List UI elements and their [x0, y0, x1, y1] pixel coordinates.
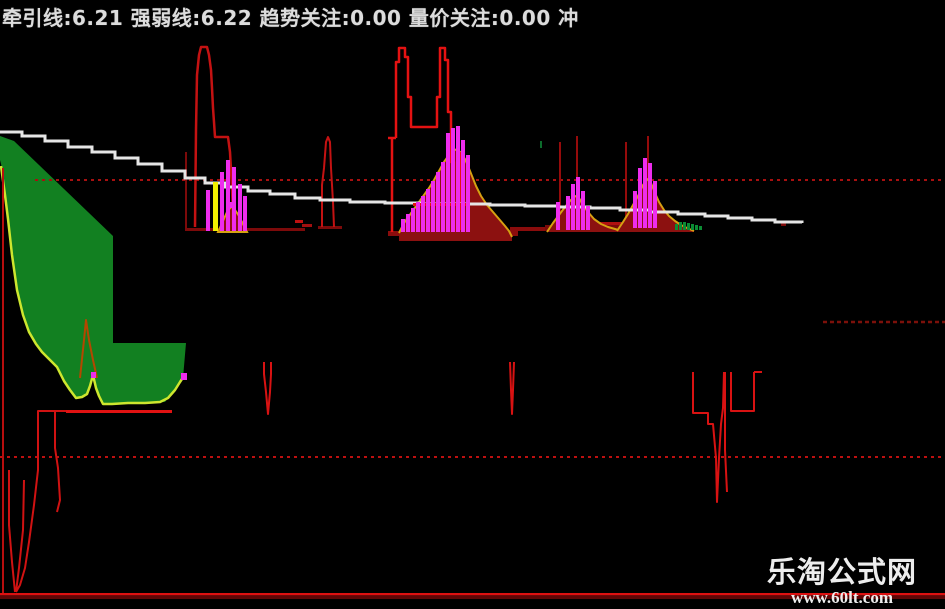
watermark: 乐淘公式网 www.60lt.com: [767, 556, 917, 607]
deep-dip-spur: [54, 411, 61, 513]
bottom-line-dark: [0, 596, 945, 599]
green-base-line: [66, 410, 172, 413]
green-bars-right: [675, 222, 702, 230]
lower-w-dip-center: [724, 372, 728, 493]
lower-w-dip-right: [730, 372, 755, 412]
magenta-bars-cluster4: [633, 158, 657, 228]
magenta-bars-cluster2: [401, 126, 470, 232]
baseline-tick-3: [781, 223, 786, 226]
bottom-line-bright: [0, 593, 945, 596]
magenta-dot-1: [91, 372, 96, 378]
magenta-bars-cluster1: [206, 160, 247, 231]
baseline-bright-inner: [558, 222, 673, 225]
twin-spike-body: [394, 46, 456, 232]
baseline-tick-2: [295, 220, 303, 223]
white-trend-line: [0, 130, 804, 224]
watermark-site-name: 乐淘公式网: [766, 555, 917, 589]
bottom-left-v1: [8, 470, 16, 593]
green-tick: [540, 141, 542, 148]
baseline-tick-1: [302, 224, 312, 227]
indicator-readout: 牵引线:6.21 强弱线:6.22 趋势关注:0.00 量价关注:0.00 冲: [2, 6, 579, 30]
watermark-site-url: www.60lt.com: [791, 588, 893, 607]
magenta-bars-cluster3: [556, 177, 590, 230]
mound-big-fill: [399, 149, 512, 241]
yellow-bar: [213, 182, 218, 231]
inner-orange-spike: [79, 319, 98, 379]
red-spike-mid: [321, 136, 335, 228]
lower-v-dip-2: [509, 361, 515, 415]
magenta-dot-3: [228, 202, 233, 208]
deep-dip-path: [15, 410, 68, 593]
red-spike-cluster1: [193, 45, 235, 228]
baseline-segment-4: [510, 227, 557, 231]
lower-v-dip-1: [263, 362, 272, 415]
green-ribbon-area: [0, 136, 186, 404]
magenta-dot-2: [181, 373, 187, 380]
bottom-left-v2: [15, 479, 25, 593]
baseline-segment-2: [318, 226, 342, 229]
lower-w-dip-left: [692, 371, 725, 503]
strength-line-yellowgreen: [0, 165, 186, 406]
